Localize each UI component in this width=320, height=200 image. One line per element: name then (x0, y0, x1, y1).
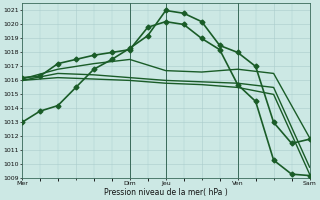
X-axis label: Pression niveau de la mer( hPa ): Pression niveau de la mer( hPa ) (104, 188, 228, 197)
